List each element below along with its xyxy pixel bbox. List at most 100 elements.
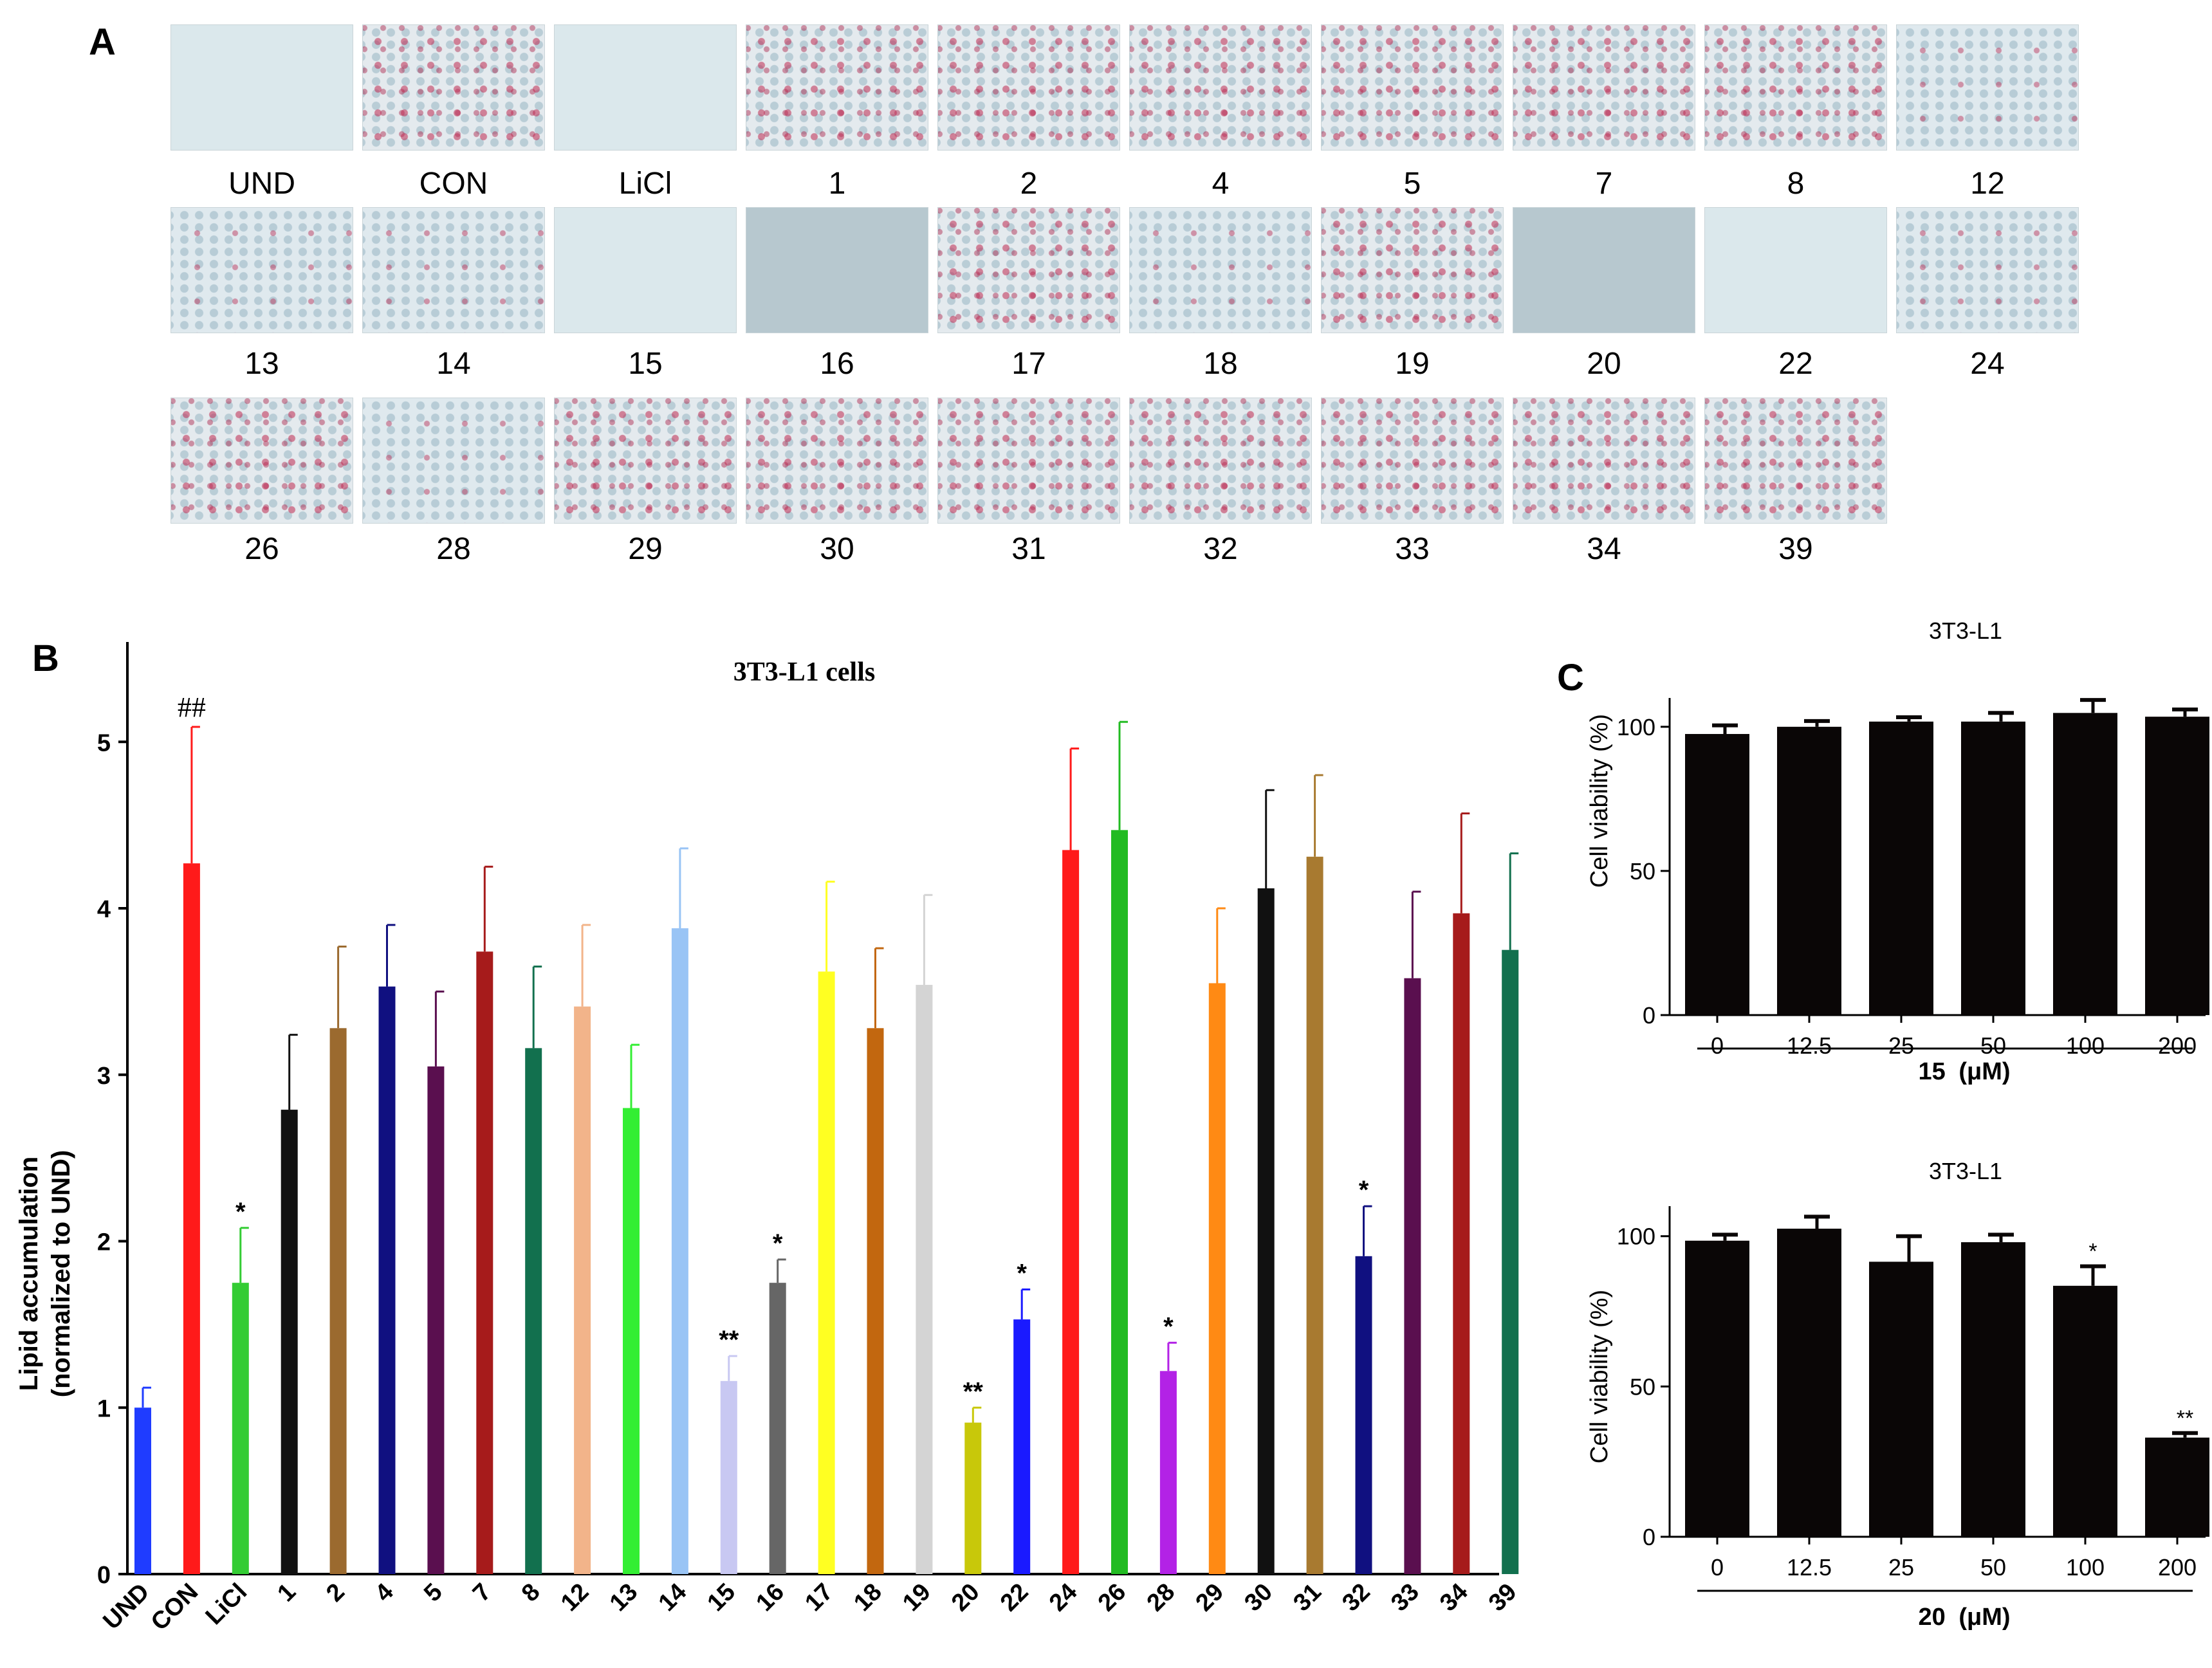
x-tick-label: 17 <box>800 1579 838 1617</box>
x-tick-label: 29 <box>1191 1579 1230 1617</box>
significance-annotation: ** <box>2177 1406 2193 1431</box>
x-tick-label: 24 <box>1044 1579 1083 1617</box>
chart-c2-ylabel: Cell viability (%) <box>1586 1290 1613 1463</box>
cell-viability-chart-20: 3T3-L1 Cell viability (%) 20 (μM) 0 50 100… <box>1586 1158 2209 1631</box>
x-tick-label: CON <box>146 1579 203 1636</box>
micrograph-image <box>554 207 737 333</box>
x-tick-label: 200 <box>2158 1032 2197 1059</box>
micrograph-image <box>1321 398 1504 524</box>
x-tick-label: 13 <box>605 1579 643 1617</box>
micrograph-image <box>1513 398 1695 524</box>
bar <box>1777 726 1841 1015</box>
x-tick-label: 0 <box>1711 1554 1724 1581</box>
x-tick-label: 7 <box>468 1579 497 1608</box>
chart-c2-xlabel-unit: (μM) <box>1959 1604 2010 1631</box>
micrograph-image <box>746 207 928 333</box>
micrograph-label: 2 <box>1020 167 1038 201</box>
x-tick-label: 100 <box>2066 1032 2105 1059</box>
bar <box>1453 913 1470 1574</box>
x-tick-label: 28 <box>1142 1579 1181 1617</box>
significance-annotation: * <box>1359 1176 1369 1204</box>
x-tick-label: 4 <box>370 1579 399 1608</box>
bar <box>1961 1242 2025 1537</box>
micrograph-image <box>937 398 1120 524</box>
y-tick-label: 50 <box>1630 858 1655 884</box>
y-tick-label: 0 <box>97 1562 111 1589</box>
bar <box>378 986 396 1574</box>
x-tick-label: 14 <box>654 1579 692 1617</box>
x-tick-label: 5 <box>419 1579 448 1608</box>
chart-c2-xlabel-compound: 20 <box>1918 1604 1945 1631</box>
bar <box>525 1048 542 1574</box>
micrograph-image <box>746 24 928 151</box>
chart-c1-ylabel: Cell viability (%) <box>1586 714 1613 888</box>
chart-c2-title: 3T3-L1 <box>1929 1158 2002 1184</box>
bar <box>427 1066 445 1574</box>
y-tick-label: 100 <box>1617 714 1655 740</box>
chart-c1-xlabel: 15 (μM) <box>1918 1058 2010 1085</box>
bar <box>818 971 835 1574</box>
micrograph-image <box>1704 398 1887 524</box>
x-tick-label: 12.5 <box>1787 1032 1832 1059</box>
micrograph-image <box>1321 207 1504 333</box>
micrograph-label: 8 <box>1787 167 1805 201</box>
micrograph-image <box>1129 207 1312 333</box>
bar <box>329 1028 347 1574</box>
significance-annotation: * <box>1017 1260 1027 1288</box>
bar <box>769 1283 786 1574</box>
micrograph-label: 4 <box>1212 167 1230 201</box>
y-tick-label: 0 <box>1643 1002 1655 1029</box>
chart-b-ylabel-line2: (normalized to UND) <box>47 1150 75 1397</box>
micrograph-image <box>171 207 353 333</box>
micrograph-image <box>1896 207 2079 333</box>
significance-annotation: * <box>773 1229 783 1258</box>
x-tick-label: 25 <box>1888 1032 1914 1059</box>
chart-c1-xlabel-compound: 15 <box>1918 1058 1945 1085</box>
micrograph-label: 22 <box>1778 347 1813 381</box>
bar <box>2145 717 2209 1015</box>
micrograph-image <box>937 207 1120 333</box>
bar <box>1159 1371 1177 1574</box>
micrograph-label: 24 <box>1970 347 2005 381</box>
cell-viability-chart-15: 3T3-L1 Cell viability (%) 15 (μM) 0 50 100… <box>1586 618 2209 1085</box>
x-tick-label: 32 <box>1337 1579 1376 1617</box>
x-tick-label: 25 <box>1888 1554 1914 1581</box>
bar <box>2053 1285 2117 1537</box>
micrograph-label: 18 <box>1203 347 1238 381</box>
x-tick-label: 33 <box>1386 1579 1424 1617</box>
significance-annotation: ** <box>963 1377 984 1406</box>
micrograph-label: 26 <box>244 532 279 566</box>
y-tick-label: 100 <box>1617 1224 1655 1250</box>
chart-b-ylabel-line1: Lipid accumulation <box>15 1157 43 1391</box>
bar <box>1013 1319 1031 1574</box>
micrograph-image <box>1896 24 2079 151</box>
bar <box>867 1028 884 1574</box>
bar <box>1111 830 1128 1574</box>
x-tick-label: 19 <box>898 1579 936 1617</box>
y-tick-label: 0 <box>1643 1524 1655 1550</box>
micrograph-label: LiCl <box>618 167 672 201</box>
x-tick-label: 31 <box>1288 1579 1327 1617</box>
chart-c1-title: 3T3-L1 <box>1929 618 2002 644</box>
bar <box>281 1110 298 1574</box>
bar <box>623 1108 640 1574</box>
x-tick-label: 50 <box>1980 1554 2006 1581</box>
micrograph-label: 16 <box>820 347 854 381</box>
micrograph-image <box>1513 207 1695 333</box>
bar <box>1062 850 1080 1574</box>
micrograph-image <box>1513 24 1695 151</box>
micrograph-label: 17 <box>1011 347 1046 381</box>
x-tick-label: 12.5 <box>1787 1554 1832 1581</box>
micrograph-image <box>362 24 545 151</box>
micrograph-label: 32 <box>1203 532 1238 566</box>
bar <box>183 863 200 1574</box>
micrograph-label: UND <box>228 167 295 201</box>
micrograph-image <box>746 398 928 524</box>
micrograph-image <box>937 24 1120 151</box>
micrograph-label: 5 <box>1403 167 1421 201</box>
micrograph-label: 33 <box>1395 532 1430 566</box>
bar <box>1404 978 1421 1574</box>
micrograph-label: 1 <box>828 167 846 201</box>
y-tick-label: 2 <box>97 1229 111 1256</box>
bar <box>134 1407 151 1574</box>
